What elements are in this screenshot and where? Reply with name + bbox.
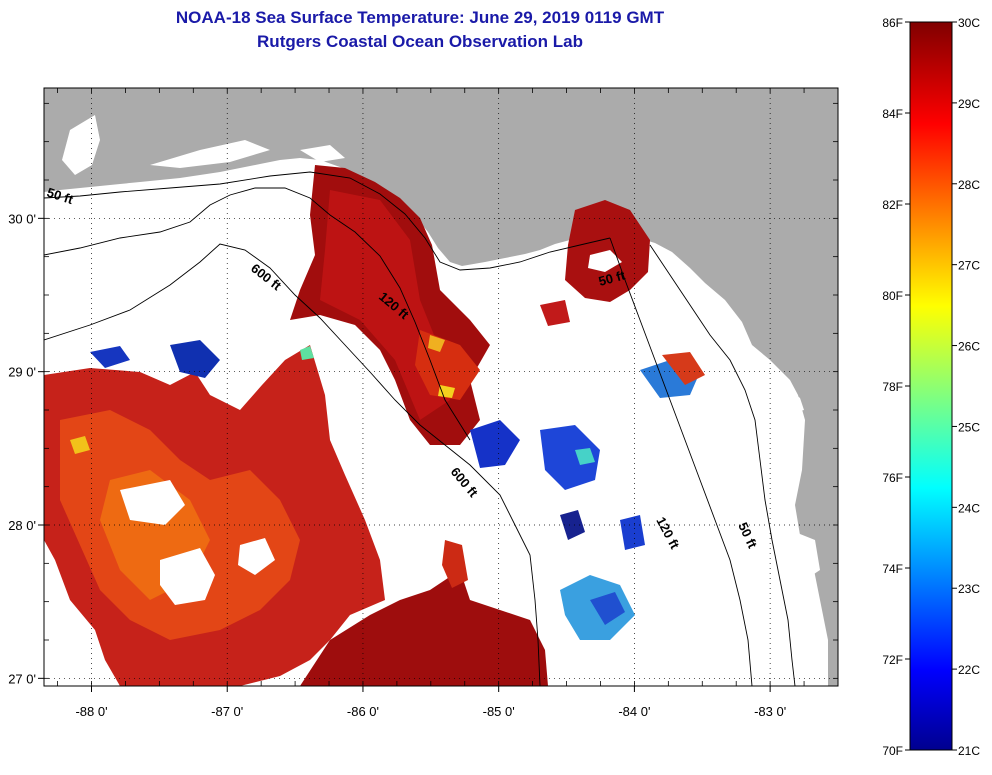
sst-patch-warm-east (662, 352, 705, 385)
sst-patch-cool-1 (470, 420, 520, 468)
colorbar-c-label: 24C (958, 501, 980, 515)
lon-tick-label: -85 0' (483, 704, 515, 719)
colorbar-f-label: 72F (882, 653, 903, 667)
chart-subtitle: Rutgers Coastal Ocean Observation Lab (257, 32, 583, 51)
sst-patch-west-hole1 (120, 480, 185, 525)
lon-tick-label: -86 0' (347, 704, 379, 719)
sst-patch-small-east (540, 300, 570, 326)
colorbar-c-label: 26C (958, 340, 980, 354)
colorbar-f-label: 86F (882, 16, 903, 30)
sst-data-layer (44, 165, 705, 686)
bay-apalachicola (300, 145, 345, 162)
map-frame (43, 87, 839, 687)
colorbar-c-label: 30C (958, 16, 980, 30)
axis-labels: -88 0' -87 0' -86 0' -85 0' -84 0' -83 0' 30 0… (8, 211, 786, 719)
colorbar-f-label: 80F (882, 289, 903, 303)
colorbar-c-label: 28C (958, 178, 980, 192)
sst-patch-cool-9 (620, 515, 645, 550)
sst-patch-yellow-west (70, 436, 90, 454)
bay-tampa (790, 390, 804, 412)
sst-patch-west-hole3 (238, 538, 275, 575)
colorbar-c-label: 25C (958, 420, 980, 434)
contour-50ft-north (44, 171, 611, 271)
colorbar-c-label: 22C (958, 663, 980, 677)
sst-patch-coastal-yellow (428, 335, 445, 352)
colorbar-f-label: 74F (882, 562, 903, 576)
sst-patch-cool-2 (540, 425, 600, 490)
lon-tick-label: -87 0' (211, 704, 243, 719)
lon-tick-label: -84 0' (618, 704, 650, 719)
sst-patch-cool-5 (170, 340, 220, 378)
colorbar-c-label: 27C (958, 259, 980, 273)
colorbar-gradient (909, 21, 953, 751)
sst-patch-cool-7 (560, 510, 585, 540)
sst-patch-cool-4 (590, 592, 625, 625)
contour-label: 50 ft (597, 267, 627, 289)
colorbar-labels: 30C 29C 28C 27C 26C 25C 24C 23C 22C 21C 86F 84F 82F 8… (882, 16, 980, 758)
map-canvas: 50 ft 600 ft 120 ft 50 ft 600 ft 120 ft … (8, 87, 839, 719)
contour-120ft (44, 187, 471, 441)
colorbar-canvas: 30C 29C 28C 27C 26C 25C 24C 23C 22C 21C 86F 84F 82F 8… (882, 16, 980, 758)
bay-choctawhatchee (150, 140, 270, 168)
colorbar-f-label: 76F (882, 471, 903, 485)
colorbar-c-label: 23C (958, 582, 980, 596)
bathymetry-contours (44, 171, 796, 686)
lon-tick-label: -88 0' (75, 704, 107, 719)
lat-tick-label: 30 0' (8, 211, 36, 226)
lat-tick-label: 28 0' (8, 518, 36, 533)
contour-50ft-east (649, 244, 796, 686)
colorbar-f-label: 82F (882, 198, 903, 212)
sst-patch-coastal-yellow2 (438, 385, 455, 398)
lat-tick-label: 27 0' (8, 671, 36, 686)
sst-patch-south (300, 570, 548, 686)
sst-patch-cedarkey-hole (588, 250, 622, 272)
color-scale-bar: 30C 29C 28C 27C 26C 25C 24C 23C 22C 21C 86F 84F 82F 8… (872, 0, 992, 770)
sst-map: 50 ft 600 ft 120 ft 50 ft 600 ft 120 ft … (8, 87, 839, 719)
lat-tick-label: 29 0' (8, 365, 36, 380)
sst-patch-west-hole2 (160, 548, 215, 605)
colorbar-f-label: 70F (882, 744, 903, 758)
chart-title: NOAA-18 Sea Surface Temperature: June 29… (175, 8, 665, 27)
sst-patch-cyan-1 (575, 448, 595, 465)
sst-patch-cool-6 (90, 346, 130, 368)
sst-patch-cyan-2 (300, 346, 314, 360)
bay-charlotte (790, 530, 820, 580)
colorbar-c-label: 21C (958, 744, 980, 758)
colorbar-c-label: 29C (958, 97, 980, 111)
lon-tick-label: -83 0' (754, 704, 786, 719)
colorbar-f-label: 78F (882, 380, 903, 394)
bay-pensacola (62, 115, 100, 175)
sst-patch-south-warm (442, 540, 468, 588)
colorbar-f-label: 84F (882, 107, 903, 121)
contour-120ft-east (609, 237, 753, 686)
contour-600ft (44, 243, 541, 686)
